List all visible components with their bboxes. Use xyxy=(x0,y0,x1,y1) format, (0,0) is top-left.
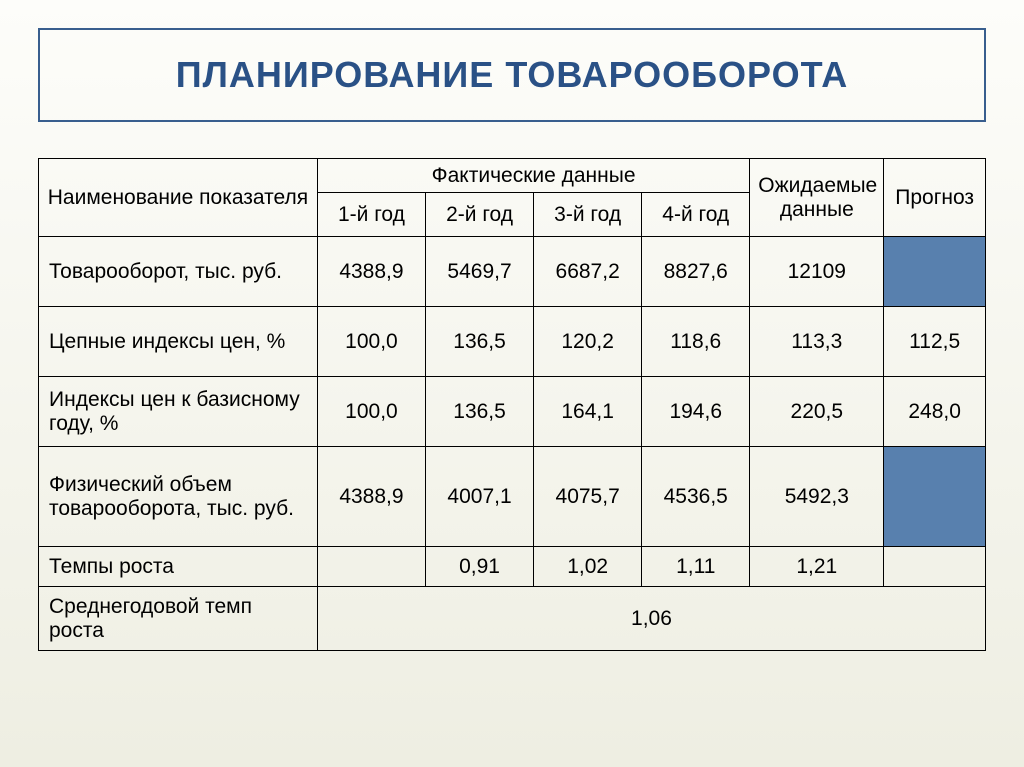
cell: 4007,1 xyxy=(426,447,534,547)
row-label-growth: Темпы роста xyxy=(39,547,318,587)
cell: 100,0 xyxy=(317,377,425,447)
cell: 113,3 xyxy=(750,307,884,377)
cell: 194,6 xyxy=(642,377,750,447)
table-row: Темпы роста 0,91 1,02 1,11 1,21 xyxy=(39,547,986,587)
row-label-base-idx: Индексы цен к базисному году, % xyxy=(39,377,318,447)
table-row: Физический объем товарооборота, тыс. руб… xyxy=(39,447,986,547)
header-name: Наименование показателя xyxy=(39,159,318,237)
cell: 4075,7 xyxy=(534,447,642,547)
header-year4: 4-й год xyxy=(642,193,750,237)
header-year3: 3-й год xyxy=(534,193,642,237)
cell: 8827,6 xyxy=(642,237,750,307)
cell: 136,5 xyxy=(426,307,534,377)
cell xyxy=(317,547,425,587)
cell-masked xyxy=(884,447,986,547)
cell: 5492,3 xyxy=(750,447,884,547)
header-forecast: Прогноз xyxy=(884,159,986,237)
cell: 5469,7 xyxy=(426,237,534,307)
turnover-planning-table: Наименование показателя Фактические данн… xyxy=(38,158,986,651)
cell: 1,02 xyxy=(534,547,642,587)
table-row: Товарооборот, тыс. руб. 4388,9 5469,7 66… xyxy=(39,237,986,307)
cell: 118,6 xyxy=(642,307,750,377)
cell: 100,0 xyxy=(317,307,425,377)
slide-title-box: ПЛАНИРОВАНИЕ ТОВАРООБОРОТА xyxy=(38,28,986,122)
row-label-phys-vol: Физический объем товарооборота, тыс. руб… xyxy=(39,447,318,547)
header-expected: Ожидаемые данные xyxy=(750,159,884,237)
slide-title: ПЛАНИРОВАНИЕ ТОВАРООБОРОТА xyxy=(60,54,964,96)
row-label-avg-growth: Среднегодовой темп роста xyxy=(39,587,318,651)
row-label-turnover: Товарооборот, тыс. руб. xyxy=(39,237,318,307)
cell: 248,0 xyxy=(884,377,986,447)
cell: 4388,9 xyxy=(317,447,425,547)
table-row: Цепные индексы цен, % 100,0 136,5 120,2 … xyxy=(39,307,986,377)
row-label-chain-idx: Цепные индексы цен, % xyxy=(39,307,318,377)
cell: 136,5 xyxy=(426,377,534,447)
cell: 1,21 xyxy=(750,547,884,587)
cell: 164,1 xyxy=(534,377,642,447)
cell: 1,11 xyxy=(642,547,750,587)
cell: 12109 xyxy=(750,237,884,307)
cell xyxy=(884,547,986,587)
cell: 4388,9 xyxy=(317,237,425,307)
cell-masked xyxy=(884,237,986,307)
header-year2: 2-й год xyxy=(426,193,534,237)
cell-avg-growth: 1,06 xyxy=(317,587,985,651)
cell: 6687,2 xyxy=(534,237,642,307)
table-row: Среднегодовой темп роста 1,06 xyxy=(39,587,986,651)
cell: 112,5 xyxy=(884,307,986,377)
header-factual-group: Фактические данные xyxy=(317,159,749,193)
header-year1: 1-й год xyxy=(317,193,425,237)
cell: 120,2 xyxy=(534,307,642,377)
table-row: Индексы цен к базисному году, % 100,0 13… xyxy=(39,377,986,447)
cell: 4536,5 xyxy=(642,447,750,547)
cell: 220,5 xyxy=(750,377,884,447)
cell: 0,91 xyxy=(426,547,534,587)
